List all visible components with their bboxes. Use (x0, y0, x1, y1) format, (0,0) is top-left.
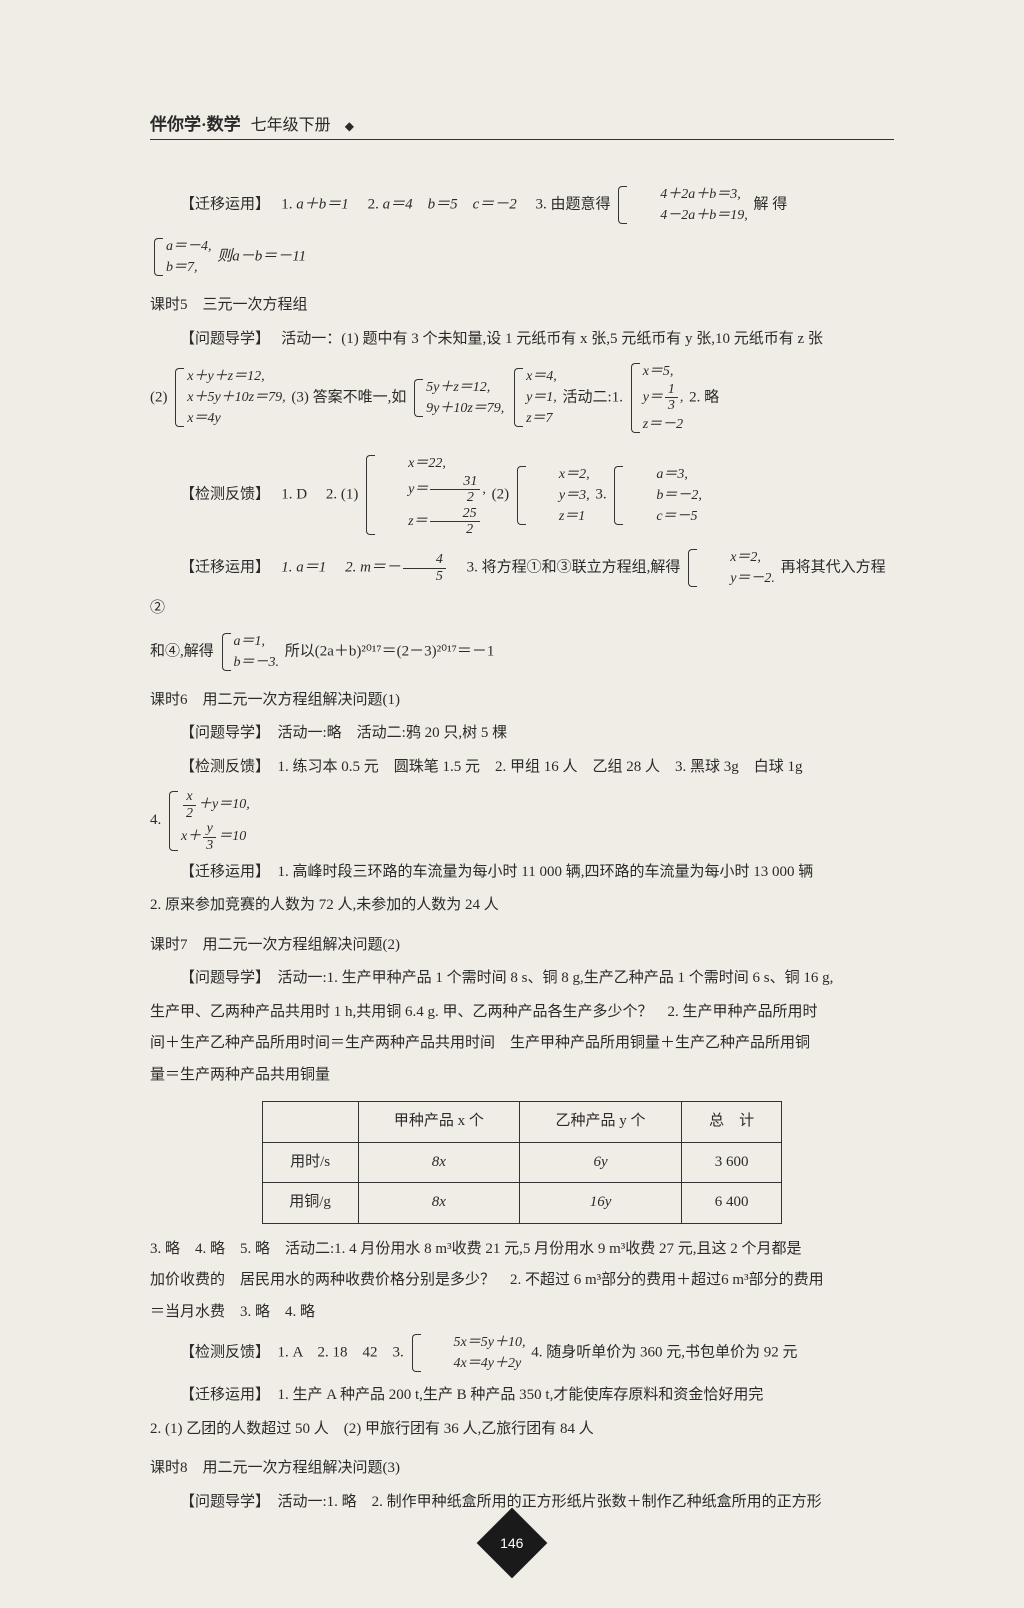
lesson7-guide2: 生产甲、乙两种产品共用时 1 h,共用铜 6.4 g. 甲、乙两种产品各生产多少… (150, 997, 894, 1029)
lesson6-check: 【检测反馈】 1. 练习本 0.5 元 圆珠笔 1.5 元 2. 甲组 16 人… (150, 752, 894, 784)
brace-eq: 5y＋z＝12, 9y＋10z＝79, (412, 377, 504, 419)
brace-eq: 4＋2a＋b＝3, 4－2a＋b＝19, (616, 184, 748, 226)
table-row: 用时/s 8x 6y 3 600 (262, 1142, 782, 1183)
migrate-1-cont: a＝－4, b＝7, 则a－b＝－11 (150, 232, 894, 282)
table-header: 乙种产品 y 个 (520, 1102, 682, 1143)
lesson5-migrate: 【迁移运用】 1. a＝1 2. m＝－45 3. 将方程①和③联立方程组,解得… (150, 543, 894, 625)
diamond-icon: ◆ (345, 119, 354, 134)
lesson-6-title: 课时6 用二元一次方程组解决问题(1) (150, 685, 894, 717)
page-header: 伴你学·数学 七年级下册 ◆ (150, 110, 894, 140)
brace-eq: x＝22, y＝312, z＝252 (364, 453, 486, 538)
page-number: 146 (500, 1535, 523, 1551)
brace-eq: a＝－4, b＝7, (152, 236, 212, 278)
main-content: 【迁移运用】 1. a＋b＝1 2. a＝4 b＝5 c＝－2 3. 由题意得 … (150, 180, 894, 1518)
lesson7-migrate2: 2. (1) 乙团的人数超过 50 人 (2) 甲旅行团有 36 人,乙旅行团有… (150, 1414, 894, 1446)
product-table: 甲种产品 x 个 乙种产品 y 个 总 计 用时/s 8x 6y 3 600 用… (262, 1101, 783, 1224)
table-header: 总 计 (681, 1102, 782, 1143)
lesson5-migrate-cont: 和④,解得 a＝1, b＝－3. 所以(2a＋b)²⁰¹⁷＝(2－3)²⁰¹⁷＝… (150, 627, 894, 677)
lesson6-q4: 4. x2＋y＝10, x＋y3＝10 (150, 785, 894, 857)
lesson7-after2: 加价收费的 居民用水的两种收费价格分别是多少？ 2. 不超过 6 m³部分的费用… (150, 1265, 894, 1297)
lesson7-guide4: 量＝生产两种产品共用铜量 (150, 1060, 894, 1092)
lesson8-guide: 【问题导学】 活动一:1. 略 2. 制作甲种纸盒所用的正方形纸片张数＋制作乙种… (150, 1487, 894, 1519)
lesson-5-title: 课时5 三元一次方程组 (150, 290, 894, 322)
brace-eq: x＝4, y＝1, z＝7 (512, 366, 557, 429)
lesson7-after1: 3. 略 4. 略 5. 略 活动二:1. 4 月份用水 8 m³收费 21 元… (150, 1234, 894, 1266)
brace-eq: x＝2, y＝3, z＝1 (515, 464, 590, 527)
book-title: 伴你学·数学 (150, 110, 241, 135)
table-header (262, 1102, 358, 1143)
lesson7-guide1: 【问题导学】 活动一:1. 生产甲种产品 1 个需时间 8 s、铜 8 g,生产… (150, 963, 894, 995)
lesson6-guide: 【问题导学】 活动一:略 活动二:鸦 20 只,树 5 棵 (150, 718, 894, 750)
table-header: 甲种产品 x 个 (358, 1102, 520, 1143)
lesson-8-title: 课时8 用二元一次方程组解决问题(3) (150, 1453, 894, 1485)
brace-eq: a＝1, b＝－3. (220, 631, 280, 673)
lesson6-migrate: 【迁移运用】 1. 高峰时段三环路的车流量为每小时 11 000 辆,四环路的车… (150, 857, 894, 889)
table-row: 用铜/g 8x 16y 6 400 (262, 1183, 782, 1224)
brace-eq: x＝2, y＝－2. (686, 547, 775, 589)
lesson5-q2q3: (2) x＋y＋z＝12, x＋5y＋10z＝79, x＝4y (3) 答案不唯… (150, 357, 894, 439)
grade-label: 七年级下册 (251, 111, 331, 135)
lesson7-check: 【检测反馈】 1. A 2. 18 42 3. 5x＝5y＋10, 4x＝4y＋… (150, 1328, 894, 1378)
lesson6-migrate2: 2. 原来参加竞赛的人数为 72 人,未参加的人数为 24 人 (150, 890, 894, 922)
brace-eq: x2＋y＝10, x＋y3＝10 (167, 789, 250, 853)
lesson7-after3: ＝当月水费 3. 略 4. 略 (150, 1297, 894, 1329)
brace-eq: x＋y＋z＝12, x＋5y＋10z＝79, x＝4y (173, 366, 285, 429)
brace-eq: a＝3, b＝－2, c＝－5 (612, 464, 702, 527)
lesson5-guide: 【问题导学】 活动一：(1) 题中有 3 个未知量,设 1 元纸币有 x 张,5… (150, 324, 894, 356)
lesson7-migrate1: 【迁移运用】 1. 生产 A 种产品 200 t,生产 B 种产品 350 t,… (150, 1380, 894, 1412)
lesson7-guide3: 间＋生产乙种产品所用时间＝生产两种产品共用时间 生产甲种产品所用铜量＋生产乙种产… (150, 1028, 894, 1060)
table-header-row: 甲种产品 x 个 乙种产品 y 个 总 计 (262, 1102, 782, 1143)
brace-eq: 5x＝5y＋10, 4x＝4y＋2y (410, 1332, 526, 1374)
lesson-7-title: 课时7 用二元一次方程组解决问题(2) (150, 930, 894, 962)
lesson5-check: 【检测反馈】 1. D 2. (1) x＝22, y＝312, z＝252 (2… (150, 449, 894, 542)
migrate-1: 【迁移运用】 1. a＋b＝1 2. a＝4 b＝5 c＝－2 3. 由题意得 … (150, 180, 894, 230)
brace-eq: x＝5, y＝13, z＝－2 (629, 361, 684, 435)
